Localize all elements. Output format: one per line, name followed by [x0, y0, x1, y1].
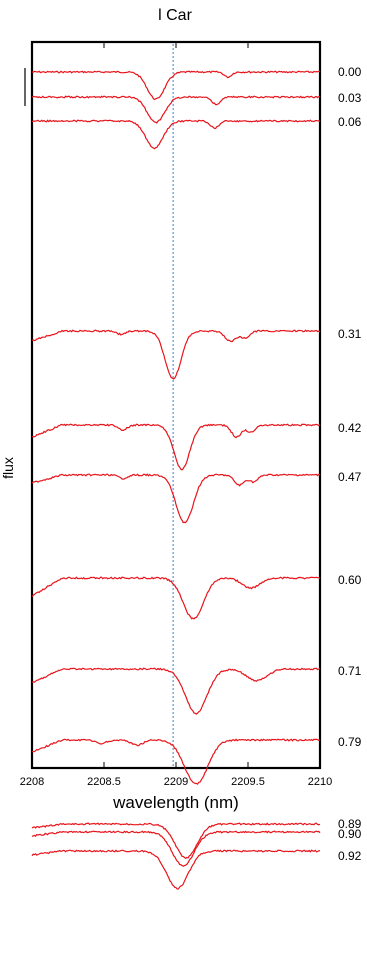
- x-axis-label: wavelength (nm): [112, 793, 239, 812]
- phase-label: 0.03: [338, 91, 362, 105]
- phase-label: 0.42: [338, 421, 362, 435]
- spectrum-line-0-31: [31, 329, 321, 380]
- y-axis-label: flux: [0, 457, 16, 479]
- phase-label: 0.06: [338, 115, 362, 129]
- x-tick-label: 2208: [20, 776, 44, 788]
- spectrum-line-0-00: [31, 70, 321, 101]
- chart-title: l Car: [158, 7, 192, 24]
- x-tick-label: 2209.5: [231, 776, 265, 788]
- phase-label: 0.90: [338, 827, 362, 841]
- phase-label: 0.60: [338, 573, 362, 587]
- phase-label-layer: 0.00 0.03 0.06 0.31 0.42 0.47 0.60 0.71 0.79 0.89…: [338, 65, 362, 863]
- phase-label: 0.31: [338, 327, 362, 341]
- phase-label: 0.47: [338, 470, 362, 484]
- x-axis-ticks: 2208 2208.5 2209 2209.5 2210: [20, 42, 332, 788]
- spectrum-line-0-71: [31, 667, 321, 715]
- spectra-layer: [31, 70, 321, 890]
- x-tick-label: 2209: [164, 776, 188, 788]
- spectrum-line-0-90: [31, 830, 321, 867]
- phase-label: 0.89: [338, 817, 362, 831]
- phase-label: 0.79: [338, 735, 362, 749]
- spectrum-line-0-42: [31, 423, 321, 471]
- spectrum-line-0-92: [31, 849, 321, 890]
- x-tick-label: 2208.5: [87, 776, 121, 788]
- phase-label: 0.71: [338, 664, 362, 678]
- spectrum-line-0-79: [31, 738, 321, 785]
- plot-frame: [30, 40, 322, 770]
- spectrum-line-0-06: [31, 119, 321, 150]
- spectrum-line-0-89: [31, 822, 321, 860]
- spectrum-line-0-03: [31, 95, 321, 124]
- phase-label: 0.92: [338, 849, 362, 863]
- spectrum-line-0-47: [31, 473, 321, 524]
- spectrum-line-0-60: [31, 576, 321, 620]
- phase-label: 0.00: [338, 65, 362, 79]
- x-tick-label: 2210: [308, 776, 332, 788]
